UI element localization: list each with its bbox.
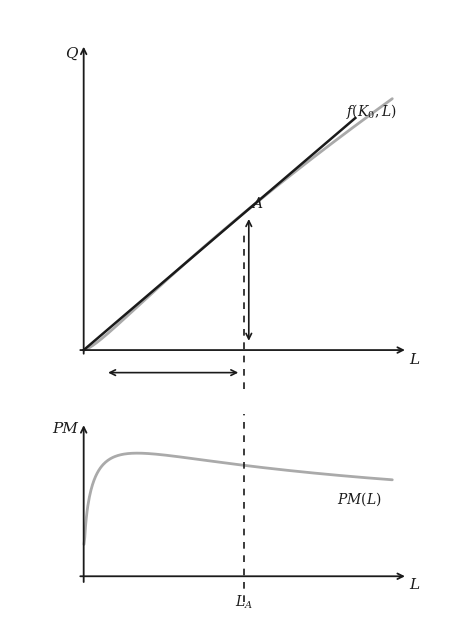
Text: A: A (252, 197, 262, 211)
Text: $f(K_0, L)$: $f(K_0, L)$ (346, 102, 397, 121)
Text: PM: PM (52, 422, 78, 436)
Text: $L_A$: $L_A$ (235, 593, 253, 611)
Text: L: L (409, 353, 419, 367)
Text: $PM(L)$: $PM(L)$ (337, 490, 381, 508)
Text: L: L (409, 578, 419, 592)
Text: Q: Q (65, 46, 78, 61)
